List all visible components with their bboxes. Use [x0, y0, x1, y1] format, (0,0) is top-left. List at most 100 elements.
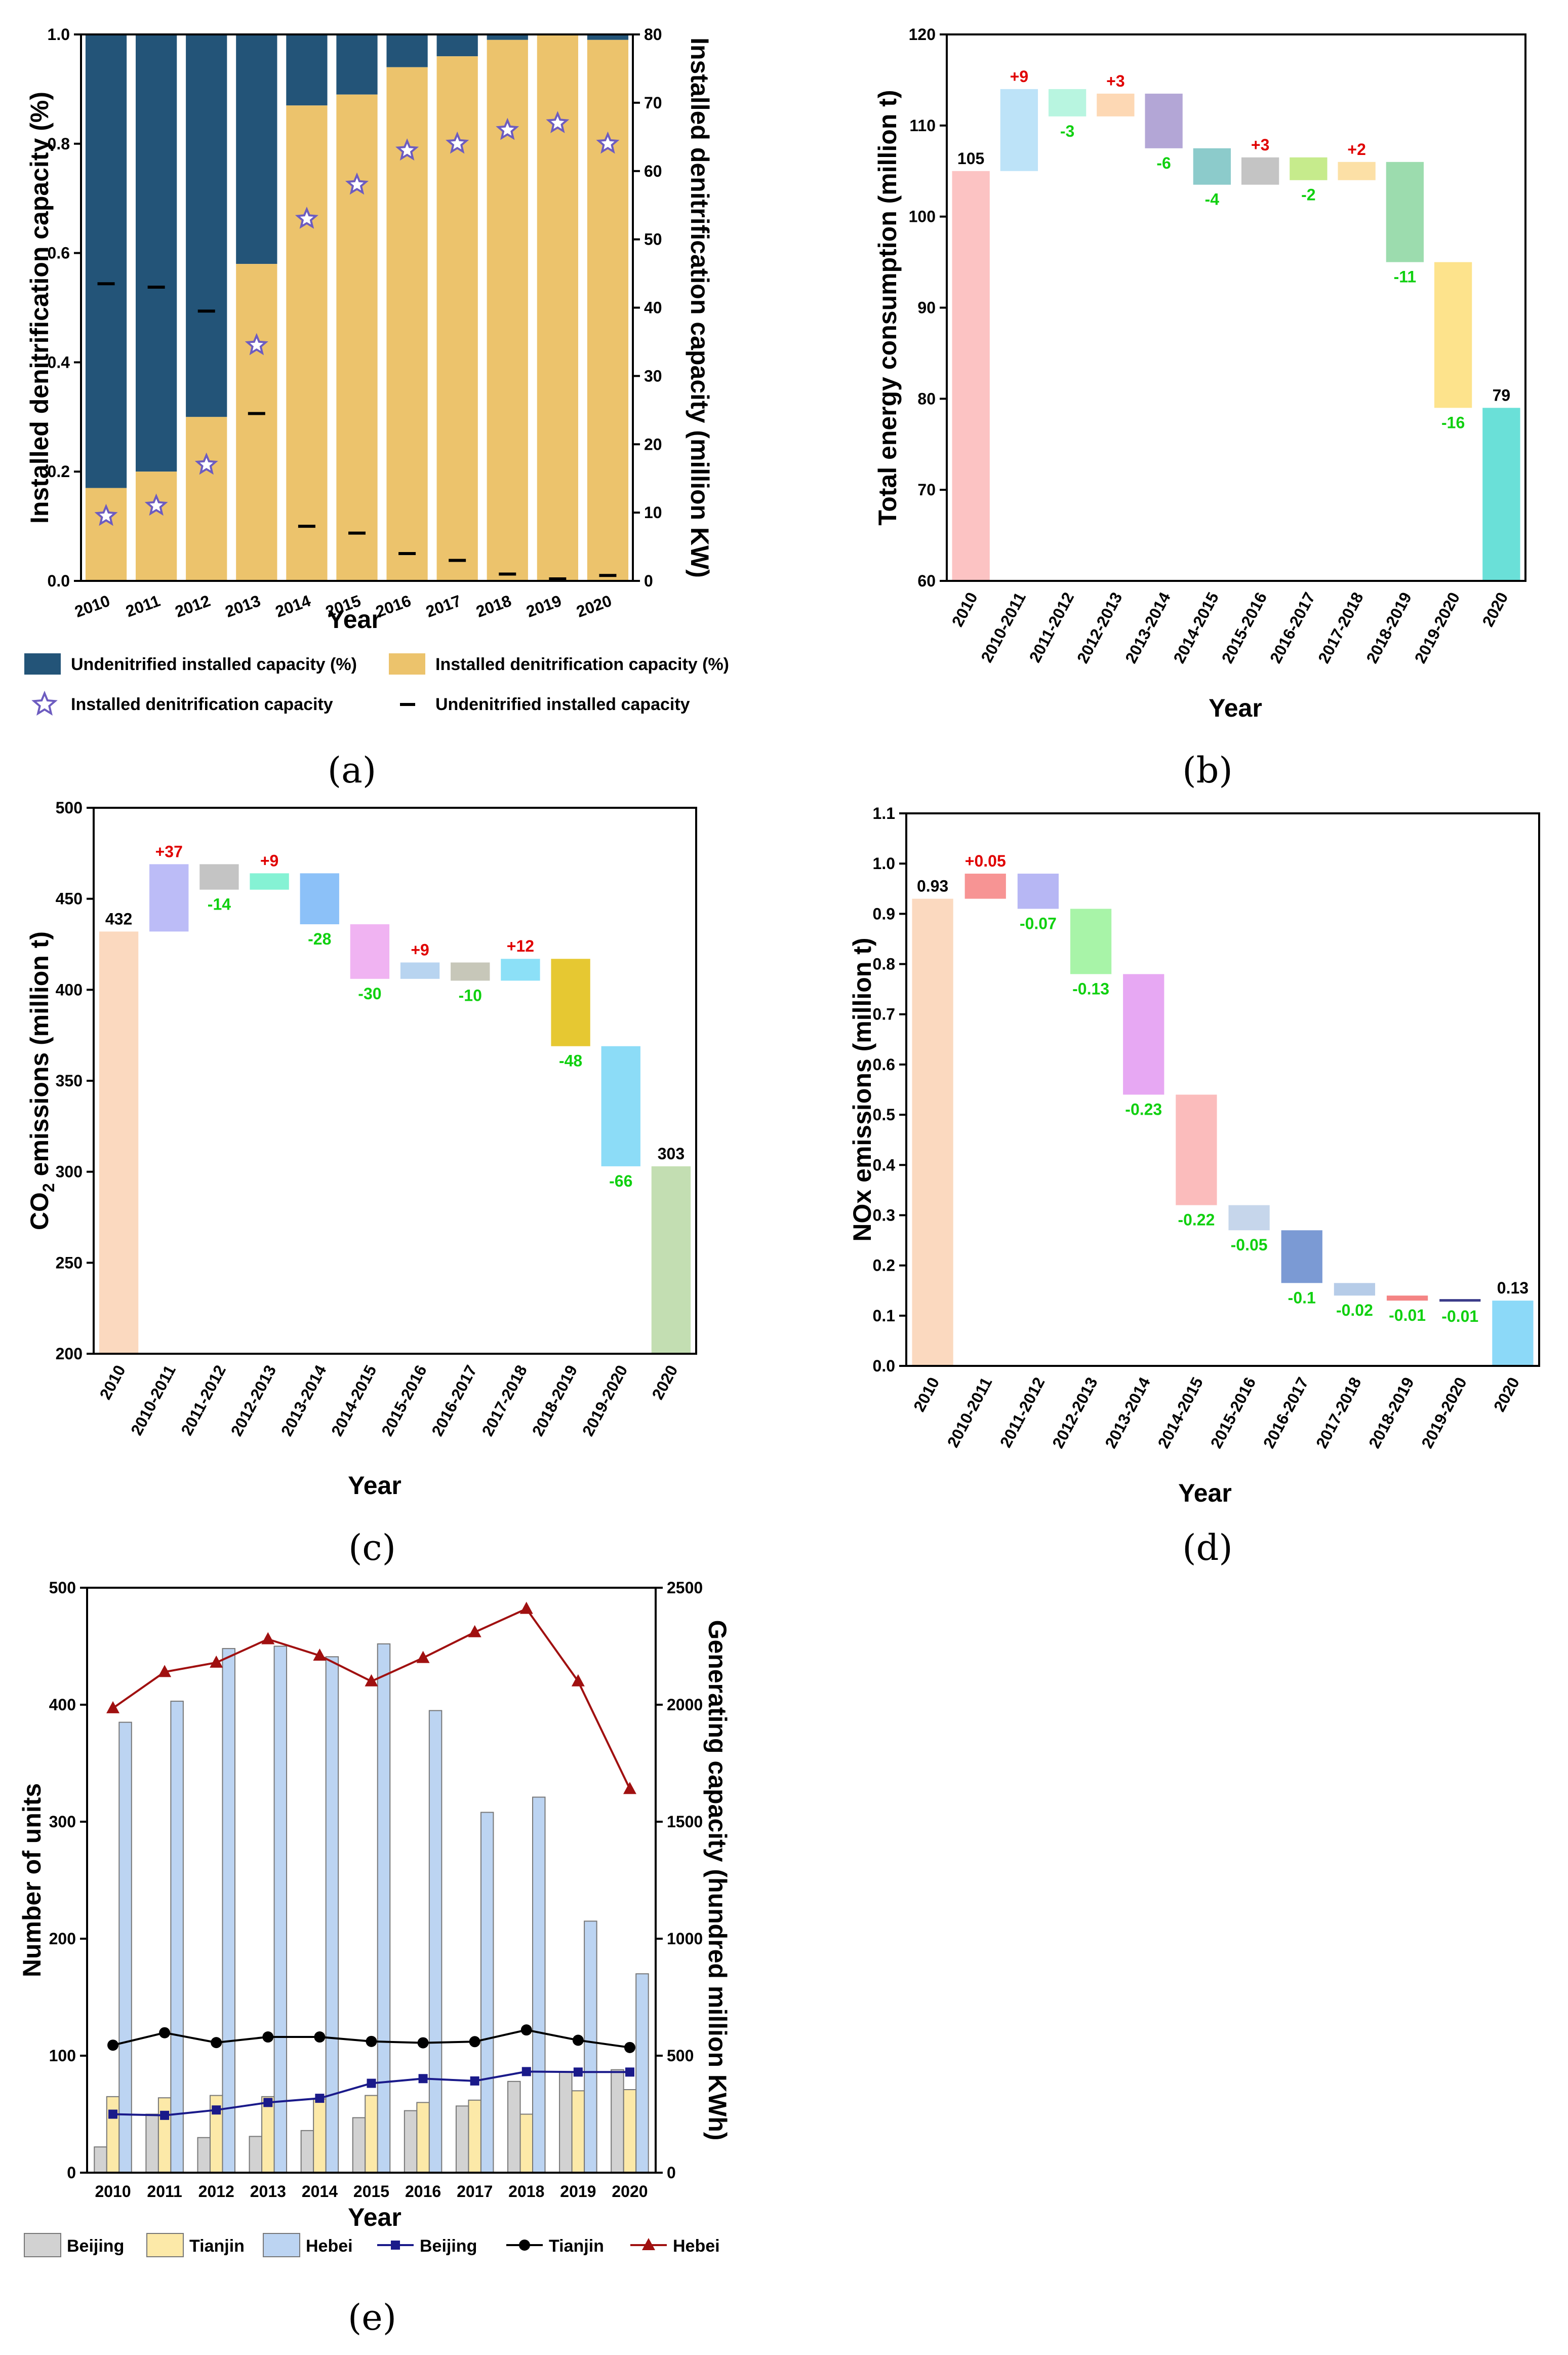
c-y-axis-title: CO2 emissions (million t) — [25, 931, 58, 1230]
e-point-circle — [520, 2024, 532, 2036]
c-y-axis-title-main: CO — [25, 1192, 54, 1230]
a-star-marker — [194, 452, 218, 475]
a-y2-axis-title: Installed denitrification capacity (mill… — [686, 37, 714, 578]
d-xtick-label: 2014-2015 — [1154, 1374, 1207, 1451]
d-plot-frame — [905, 812, 1540, 1367]
e-bar-hebei — [118, 1721, 132, 2173]
b-waterfall-bar — [1097, 93, 1135, 116]
c-data-label: +12 — [507, 937, 534, 955]
e-point-triangle — [313, 1648, 327, 1661]
a-star-marker — [94, 503, 118, 526]
e-ytick-label: 300 — [49, 1813, 76, 1831]
c-xtick-label: 2010-2011 — [127, 1362, 179, 1438]
e-xtick-label: 2020 — [612, 2182, 648, 2201]
c-caption: (c) — [348, 1527, 396, 1568]
panel-a-chart: 2010 2011 2012 2013 2014 2015 2016 2017 2018 2019… — [24, 25, 729, 791]
a-bar-undenitrified — [236, 34, 277, 264]
e-plot-frame — [86, 1587, 657, 2174]
e-bar-beijing — [197, 2137, 211, 2174]
e-point-square — [625, 2067, 634, 2077]
a-star-marker — [345, 172, 369, 195]
c-xtick-label: 2015-2016 — [378, 1362, 430, 1439]
b-data-label: -16 — [1441, 413, 1465, 431]
e-legend-swatch-beijing — [24, 2233, 61, 2257]
e-ytick-right-label: 500 — [667, 2047, 694, 2065]
d-xtick-label: 2017-2018 — [1312, 1374, 1365, 1451]
b-data-label: +3 — [1251, 136, 1269, 154]
b-data-label: -3 — [1060, 122, 1074, 140]
e-point-square — [108, 2109, 118, 2119]
d-waterfall-bar — [912, 898, 953, 1366]
d-waterfall-bar — [1439, 1299, 1481, 1302]
e-point-square — [315, 2094, 325, 2103]
a-bar-denitrified — [286, 105, 328, 581]
e-line-hebei — [112, 1607, 631, 1790]
e-point-circle — [624, 2042, 635, 2053]
e-ytick-label: 100 — [49, 2047, 76, 2065]
b-y-axis-title: Total energy consumption (million t) — [873, 90, 902, 525]
a-star-marker — [144, 493, 168, 516]
c-ytick-label: 450 — [56, 890, 83, 908]
e-legend-square-marker — [391, 2241, 400, 2250]
d-ytick-label: 1.0 — [873, 854, 895, 873]
c-waterfall-bar — [199, 864, 239, 890]
d-data-label: 0.13 — [1497, 1279, 1529, 1297]
e-point-circle — [314, 2031, 326, 2043]
d-ytick-label: 0.0 — [873, 1357, 895, 1375]
c-ytick-label: 300 — [56, 1163, 83, 1181]
d-waterfall-bar — [1492, 1301, 1534, 1366]
a-star-marker — [395, 138, 419, 161]
e-bar-tianjin — [313, 2098, 327, 2174]
c-waterfall-bar — [149, 864, 189, 932]
e-bar-tianjin — [157, 2097, 172, 2174]
d-xtick-label: 2018-2019 — [1365, 1374, 1418, 1451]
d-xtick-label: 2013-2014 — [1101, 1374, 1154, 1451]
c-waterfall-bar — [601, 1046, 640, 1166]
panel-c-chart: 432 2010 +37 2010-2011 -14 2011-2012 +9 2012-20… — [25, 799, 697, 1568]
e-ytick-right-label: 2000 — [667, 1696, 703, 1714]
d-waterfall-bar — [1334, 1283, 1376, 1296]
d-xtick-label: 2016-2017 — [1260, 1374, 1312, 1451]
a-bar-undenitrified — [136, 34, 177, 472]
e-ytick-label: 500 — [49, 1579, 76, 1597]
b-ytick-label: 120 — [909, 25, 936, 44]
e-bar-beijing — [249, 2136, 263, 2174]
a-ytick-label: 0.4 — [48, 353, 70, 371]
a-bar-denitrified — [85, 488, 127, 581]
d-data-label: +0.05 — [965, 852, 1006, 870]
e-point-triangle — [261, 1632, 275, 1644]
d-data-label: -0.1 — [1288, 1288, 1316, 1307]
a-bar-undenitrified — [286, 34, 328, 106]
d-ytick-label: 0.7 — [873, 1005, 895, 1024]
e-bar-hebei — [532, 1796, 546, 2173]
e-xtick-label: 2013 — [250, 2182, 286, 2201]
b-waterfall-bar — [1193, 148, 1231, 185]
e-point-square — [263, 2098, 273, 2107]
d-xtick-label: 2010 — [910, 1374, 943, 1415]
a-bar-denitrified — [587, 40, 629, 581]
panel-b-chart: 105 2010 +9 2010-2011 -3 2011-2012 +3 2012-2013… — [873, 25, 1526, 791]
a-ytick-right-label: 70 — [644, 94, 662, 112]
d-xtick-label: 2012-2013 — [1049, 1374, 1101, 1451]
b-ytick-label: 110 — [909, 116, 936, 135]
c-xtick-label: 2017-2018 — [478, 1362, 531, 1439]
d-waterfall-bar — [1386, 1296, 1428, 1301]
c-ytick-label: 250 — [56, 1253, 83, 1272]
d-y-axis-title: NOx emissions (million t) — [848, 937, 876, 1241]
e-point-circle — [572, 2034, 584, 2046]
a-x-axis-title: Year — [328, 605, 381, 634]
e-legend-label-tianjin: Tianjin — [189, 2236, 245, 2256]
b-xtick-label: 2014-2015 — [1170, 589, 1222, 666]
d-xtick-label: 2011-2012 — [996, 1374, 1049, 1450]
e-point-triangle — [519, 1601, 533, 1614]
c-waterfall-bar — [99, 931, 139, 1354]
e-bar-tianjin — [519, 2113, 534, 2173]
e-point-triangle — [210, 1655, 223, 1668]
a-xtick-label: 2014 — [273, 592, 313, 621]
b-xtick-label: 2013-2014 — [1121, 589, 1174, 666]
c-data-label: 432 — [105, 910, 132, 928]
e-point-circle — [107, 2039, 119, 2051]
d-waterfall-bar — [1281, 1230, 1322, 1283]
e-point-square — [418, 2074, 428, 2084]
e-bar-beijing — [145, 2113, 159, 2173]
